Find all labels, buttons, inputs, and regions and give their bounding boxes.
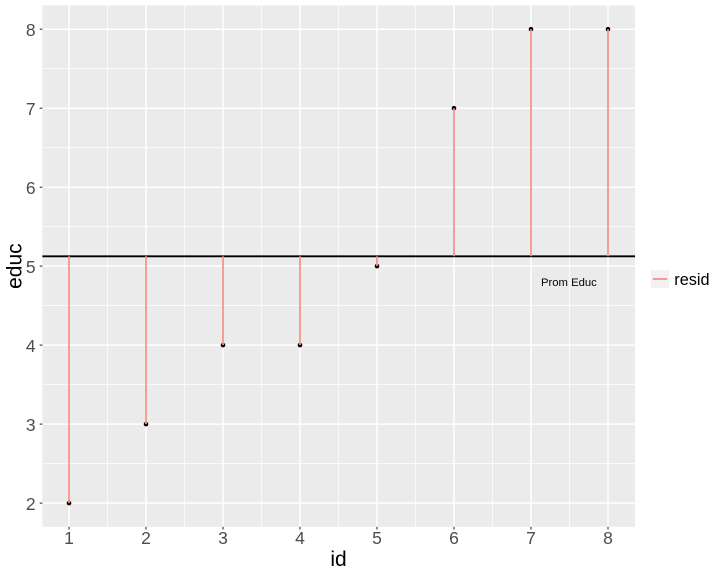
svg-text:8: 8 xyxy=(26,20,36,40)
svg-text:3: 3 xyxy=(218,528,228,548)
svg-text:2: 2 xyxy=(141,528,151,548)
svg-text:5: 5 xyxy=(372,528,382,548)
svg-text:7: 7 xyxy=(526,528,536,548)
svg-text:Prom Educ: Prom Educ xyxy=(541,277,597,289)
svg-text:3: 3 xyxy=(26,415,36,435)
svg-text:6: 6 xyxy=(449,528,459,548)
svg-text:5: 5 xyxy=(26,257,36,277)
svg-text:2: 2 xyxy=(26,494,36,514)
svg-text:id: id xyxy=(330,548,346,571)
svg-text:6: 6 xyxy=(26,178,36,198)
svg-text:resid: resid xyxy=(674,271,709,289)
svg-text:educ: educ xyxy=(3,243,26,289)
svg-text:1: 1 xyxy=(64,528,74,548)
svg-text:4: 4 xyxy=(26,336,36,356)
svg-text:8: 8 xyxy=(603,528,613,548)
svg-text:4: 4 xyxy=(295,528,305,548)
svg-text:7: 7 xyxy=(26,99,36,119)
